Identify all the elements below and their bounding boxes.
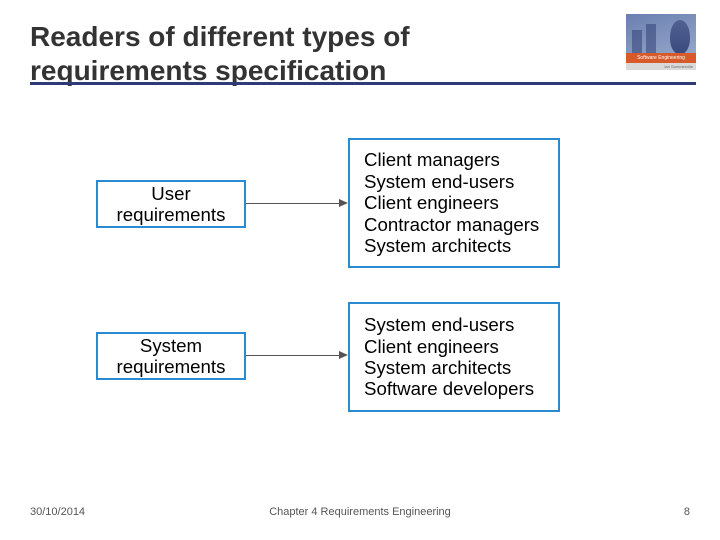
- footer-chapter: Chapter 4 Requirements Engineering: [30, 506, 690, 518]
- box-item: System end-users: [364, 171, 514, 192]
- requirements-readers-diagram: UserrequirementsSystemrequirementsClient…: [0, 0, 720, 540]
- footer: 30/10/2014 Chapter 4 Requirements Engine…: [30, 506, 690, 518]
- slide: Readers of different types of requiremen…: [0, 0, 720, 540]
- box-item: Client engineers: [364, 336, 499, 357]
- diagram-box-user-req: Userrequirements: [96, 180, 246, 228]
- diagram-box-system-readers: System end-usersClient engineersSystem a…: [348, 302, 560, 412]
- box-item: Client managers: [364, 149, 500, 170]
- box-item: System architects: [364, 235, 511, 256]
- box-label-line: requirements: [117, 204, 226, 225]
- box-label-line: requirements: [117, 356, 226, 377]
- box-item: Software developers: [364, 378, 534, 399]
- diagram-box-user-readers: Client managersSystem end-usersClient en…: [348, 138, 560, 268]
- box-label-line: System: [140, 335, 202, 356]
- box-label-line: User: [151, 183, 190, 204]
- box-item: Client engineers: [364, 192, 499, 213]
- box-item: System end-users: [364, 314, 514, 335]
- diagram-box-system-req: Systemrequirements: [96, 332, 246, 380]
- box-item: Contractor managers: [364, 214, 539, 235]
- box-item: System architects: [364, 357, 511, 378]
